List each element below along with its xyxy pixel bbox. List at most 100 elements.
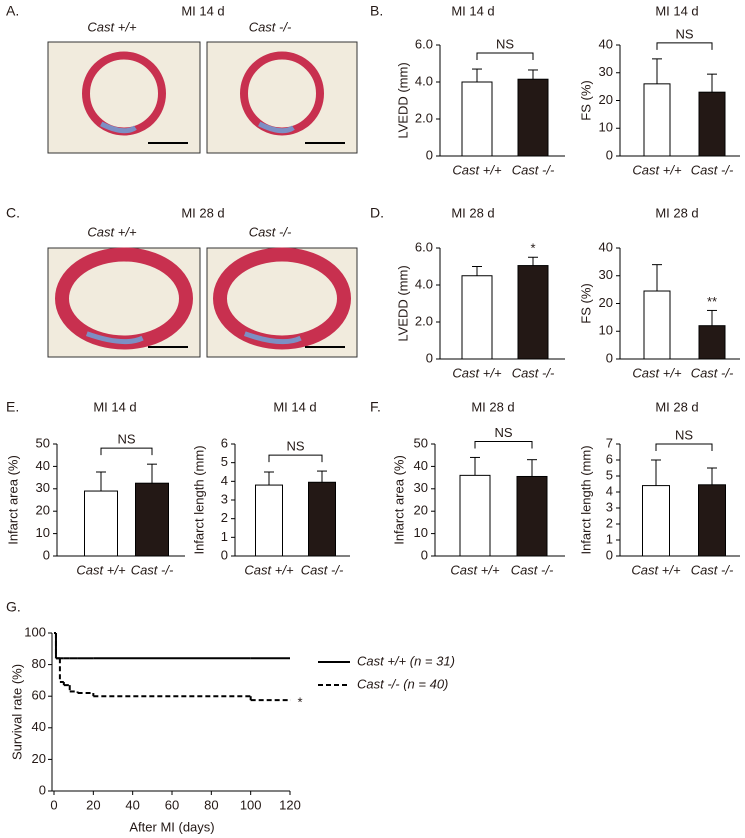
significance-mark: * (530, 241, 535, 256)
image-caption: Cast +/+ (87, 224, 137, 239)
y-tick-label: 7 (606, 435, 613, 450)
bracket (476, 52, 534, 61)
y-tick-label: 0 (221, 547, 228, 562)
bar (516, 475, 548, 557)
x-tick-label: Cast -/- (131, 562, 174, 577)
y-tick-label: 1 (606, 531, 613, 546)
image-caption: Cast -/- (249, 224, 292, 239)
x-tick-label: 20 (86, 797, 100, 812)
y-tick-label: 40 (32, 719, 46, 734)
bracket-label: NS (675, 427, 693, 442)
legend-label: Cast -/- (n = 40) (357, 676, 448, 691)
y-tick-label: 30 (599, 64, 613, 79)
x-tick-label: Cast +/+ (452, 365, 502, 380)
bracket-label: NS (117, 432, 135, 447)
chart-title: MI 14 d (273, 399, 316, 414)
y-tick-label: 2.0 (415, 313, 433, 328)
significance-mark: * (297, 695, 302, 710)
bracket (100, 447, 153, 456)
bar (517, 265, 549, 360)
y-tick-label: 4.0 (415, 73, 433, 88)
y-tick-label: 4 (221, 473, 228, 488)
x-tick-label: Cast +/+ (244, 562, 294, 577)
y-tick-label: 50 (414, 435, 428, 450)
panel-label: A. (6, 3, 19, 19)
chart-title: MI 28 d (451, 205, 494, 220)
image-caption: Cast -/- (249, 19, 292, 34)
y-axis-label: FS (%) (578, 283, 593, 323)
y-tick-label: 40 (36, 458, 50, 473)
y-tick-label: 0 (426, 350, 433, 365)
y-tick-label: 4.0 (415, 276, 433, 291)
bracket (474, 440, 533, 449)
y-tick-label: 1 (221, 529, 228, 544)
y-tick-label: 6 (221, 435, 228, 450)
x-tick-label: Cast +/+ (632, 365, 682, 380)
y-tick-label: 6.0 (415, 239, 433, 254)
bracket-label: NS (496, 36, 514, 51)
y-tick-label: 2 (606, 515, 613, 530)
y-tick-label: 10 (414, 525, 428, 540)
x-tick-label: Cast -/- (511, 562, 554, 577)
y-tick-label: 5 (606, 467, 613, 482)
y-tick-label: 6.0 (415, 36, 433, 51)
y-tick-label: 0 (426, 147, 433, 162)
y-axis-label: LVEDD (mm) (395, 265, 410, 341)
y-tick-label: 3 (221, 491, 228, 506)
y-tick-label: 0 (606, 547, 613, 562)
image-title: MI 14 d (181, 3, 224, 18)
x-tick-label: 60 (165, 797, 179, 812)
y-axis-label: Infarct area (%) (391, 455, 406, 545)
bar (698, 484, 726, 557)
x-tick-label: 100 (240, 797, 262, 812)
y-tick-label: 10 (599, 323, 613, 338)
x-tick-label: Cast -/- (691, 562, 734, 577)
chart-title: MI 28 d (471, 399, 514, 414)
bar (698, 325, 726, 360)
x-tick-label: 120 (279, 797, 301, 812)
y-tick-label: 5 (221, 454, 228, 469)
y-tick-label: 0 (606, 350, 613, 365)
y-tick-label: 20 (32, 751, 46, 766)
y-tick-label: 4 (606, 483, 613, 498)
y-tick-label: 0 (606, 147, 613, 162)
y-tick-label: 10 (599, 120, 613, 135)
bracket-label: NS (675, 26, 693, 41)
bar (459, 474, 491, 557)
y-tick-label: 30 (599, 267, 613, 282)
y-tick-label: 0 (43, 547, 50, 562)
x-tick-label: 0 (50, 797, 57, 812)
y-tick-label: 20 (599, 295, 613, 310)
y-axis-label: Infarct area (%) (5, 455, 20, 545)
panel-label: C. (6, 205, 20, 221)
x-tick-label: Cast -/- (512, 365, 555, 380)
x-tick-label: Cast +/+ (632, 162, 682, 177)
y-tick-label: 40 (599, 239, 613, 254)
x-tick-label: Cast +/+ (631, 562, 681, 577)
bracket (656, 42, 713, 50)
y-tick-label: 0 (421, 547, 428, 562)
significance-mark: ** (707, 294, 717, 309)
y-tick-label: 0 (39, 782, 46, 797)
bar (698, 91, 726, 157)
chart-title: MI 14 d (655, 3, 698, 18)
x-tick-label: Cast -/- (512, 162, 555, 177)
y-axis-label: FS (%) (578, 80, 593, 120)
y-tick-label: 20 (414, 503, 428, 518)
x-tick-label: Cast +/+ (76, 562, 126, 577)
bar (517, 78, 549, 157)
y-tick-label: 60 (32, 688, 46, 703)
bracket (268, 454, 323, 463)
bar (135, 482, 169, 557)
chart-title: MI 14 d (451, 3, 494, 18)
bar (642, 485, 670, 557)
x-tick-label: 80 (204, 797, 218, 812)
bracket-label: NS (494, 425, 512, 440)
x-tick-label: 40 (125, 797, 139, 812)
infarct-zone (243, 331, 302, 345)
chart-title: MI 28 d (655, 399, 698, 414)
x-tick-label: Cast +/+ (452, 162, 502, 177)
y-tick-label: 20 (36, 503, 50, 518)
